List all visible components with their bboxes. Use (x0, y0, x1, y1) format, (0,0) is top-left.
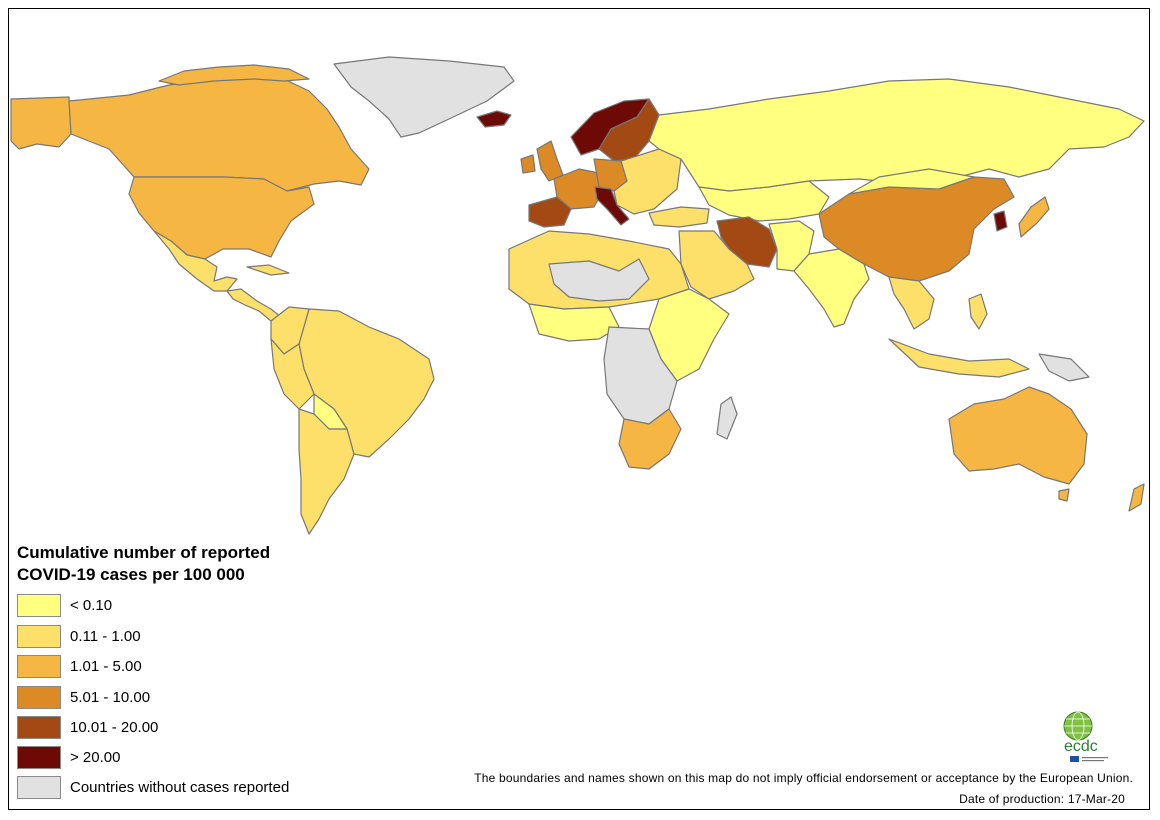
region-italy (594, 186, 630, 226)
region-indonesia (888, 338, 1030, 378)
legend-label: 1.01 - 5.00 (70, 657, 142, 675)
disclaimer-text: The boundaries and names shown on this m… (474, 771, 1133, 785)
region-japan (1018, 196, 1050, 238)
map-frame (8, 8, 1150, 810)
region-philippines (968, 293, 988, 330)
region-sahara-nocases (548, 258, 650, 302)
region-southern-africa (618, 408, 682, 470)
region-canada (68, 76, 370, 192)
region-iceland (476, 110, 512, 128)
region-west-africa (528, 303, 620, 342)
region-mongolia (848, 168, 975, 195)
ecdc-logo: ecdc (1063, 711, 1108, 762)
legend-label: < 0.10 (70, 596, 113, 614)
legend-swatch (17, 624, 61, 648)
legend-item-5-01-10-00: 5.01 - 10.00 (17, 685, 150, 709)
region-caribbean (246, 264, 290, 276)
region-arabia (678, 230, 755, 300)
world-map (10, 56, 1145, 535)
region-south-korea (993, 210, 1008, 232)
legend-swatch (17, 654, 61, 678)
legend-swatch (17, 775, 61, 799)
region-central-america (226, 288, 282, 322)
region-tasmania (1058, 488, 1070, 502)
region-southeast-asia (888, 276, 935, 330)
legend-item-gt-20-00: > 20.00 (17, 745, 120, 769)
legend-item-no-cases: Countries without cases reported (17, 775, 289, 799)
production-date: Date of production: 17-Mar-20 (959, 792, 1125, 806)
region-turkey (648, 206, 710, 228)
region-chile-argentina (298, 408, 355, 535)
legend-label: > 20.00 (70, 748, 121, 766)
legend-item-1-01-5-00: 1.01 - 5.00 (17, 654, 142, 678)
region-madagascar (716, 396, 738, 440)
legend-label: Countries without cases reported (70, 778, 290, 796)
legend-swatch (17, 593, 61, 617)
legend-title-line2: COVID-19 cases per 100 000 (17, 565, 245, 584)
legend-item-10-01-20-00: 10.01 - 20.00 (17, 715, 158, 739)
region-papua (1038, 353, 1090, 382)
region-ireland (520, 154, 536, 174)
region-mexico (153, 230, 238, 292)
legend-item-0-11-1-00: 0.11 - 1.00 (17, 624, 141, 648)
logo-text: ecdc (1064, 738, 1098, 755)
legend-swatch (17, 685, 61, 709)
region-alaska (10, 96, 72, 150)
region-greenland (333, 56, 515, 138)
region-uk (536, 140, 564, 182)
legend-item-lt-0-10: < 0.10 (17, 593, 112, 617)
legend-swatch (17, 745, 61, 769)
legend-title-line1: Cumulative number of reported (17, 543, 271, 562)
legend-label: 0.11 - 1.00 (70, 627, 141, 645)
region-spain-portugal (528, 196, 572, 228)
region-new-zealand (1128, 483, 1145, 512)
legend-label: 10.01 - 20.00 (70, 718, 159, 736)
legend-title: Cumulative number of reported COVID-19 c… (17, 542, 270, 586)
region-australia (948, 386, 1088, 485)
legend-swatch (17, 715, 61, 739)
region-iran (716, 216, 778, 268)
region-canada-islands (158, 64, 310, 86)
legend-label: 5.01 - 10.00 (70, 688, 151, 706)
